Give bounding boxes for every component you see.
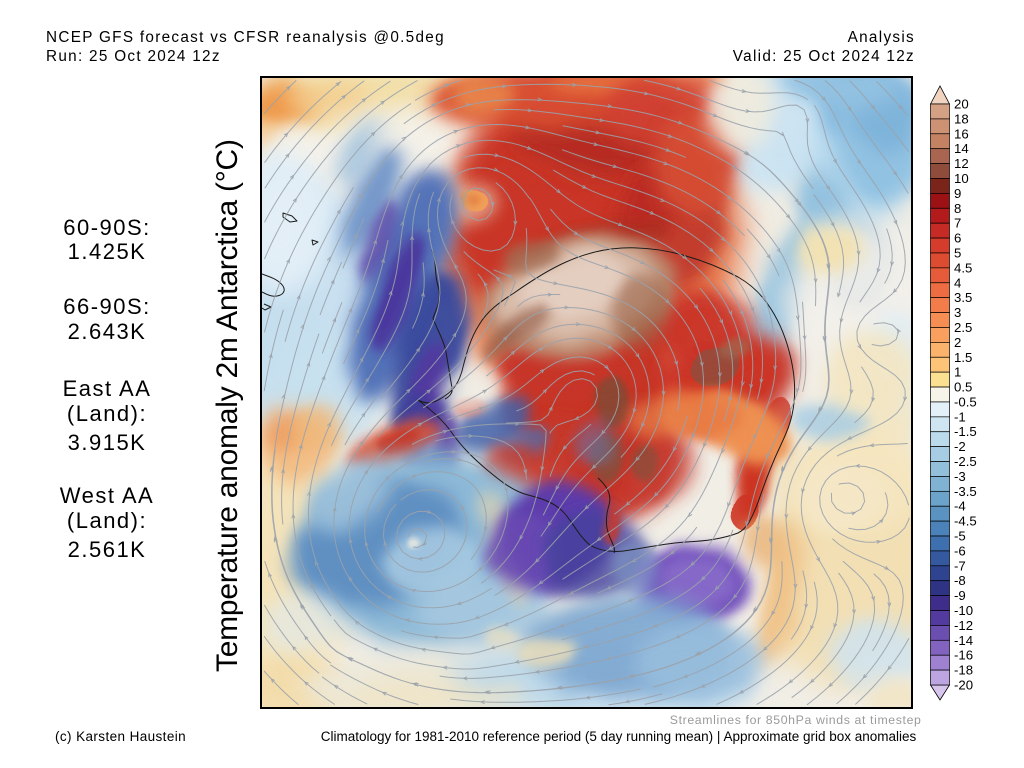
svg-text:20: 20 <box>954 96 969 111</box>
svg-text:8: 8 <box>954 201 961 216</box>
svg-text:3: 3 <box>954 305 961 320</box>
svg-text:6: 6 <box>954 231 961 246</box>
svg-text:9: 9 <box>954 186 961 201</box>
svg-text:12: 12 <box>954 156 969 171</box>
svg-text:-9: -9 <box>954 588 966 603</box>
svg-text:-3: -3 <box>954 469 966 484</box>
svg-text:-0.5: -0.5 <box>954 394 977 409</box>
svg-text:-1.5: -1.5 <box>954 424 977 439</box>
svg-text:16: 16 <box>954 126 969 141</box>
svg-text:7: 7 <box>954 216 961 231</box>
svg-text:-14: -14 <box>954 633 973 648</box>
svg-text:18: 18 <box>954 111 969 126</box>
svg-text:-12: -12 <box>954 618 973 633</box>
svg-text:10: 10 <box>954 171 969 186</box>
svg-text:-20: -20 <box>954 677 973 692</box>
svg-text:-1: -1 <box>954 409 966 424</box>
svg-text:14: 14 <box>954 141 969 156</box>
svg-text:5: 5 <box>954 245 961 260</box>
svg-text:-4: -4 <box>954 499 966 514</box>
svg-text:-6: -6 <box>954 543 966 558</box>
svg-text:1.5: 1.5 <box>954 350 972 365</box>
svg-text:-2.5: -2.5 <box>954 454 977 469</box>
svg-text:-8: -8 <box>954 573 966 588</box>
svg-text:-18: -18 <box>954 663 973 678</box>
svg-text:-5: -5 <box>954 528 966 543</box>
svg-text:4.5: 4.5 <box>954 260 972 275</box>
svg-text:3.5: 3.5 <box>954 290 972 305</box>
svg-text:-4.5: -4.5 <box>954 514 977 529</box>
svg-text:-2: -2 <box>954 439 966 454</box>
svg-text:4: 4 <box>954 275 961 290</box>
svg-text:0.5: 0.5 <box>954 380 972 395</box>
svg-text:2.5: 2.5 <box>954 320 972 335</box>
svg-text:1: 1 <box>954 365 961 380</box>
svg-text:-16: -16 <box>954 648 973 663</box>
svg-text:-7: -7 <box>954 558 966 573</box>
svg-text:-10: -10 <box>954 603 973 618</box>
svg-text:2: 2 <box>954 335 961 350</box>
svg-text:-3.5: -3.5 <box>954 484 977 499</box>
